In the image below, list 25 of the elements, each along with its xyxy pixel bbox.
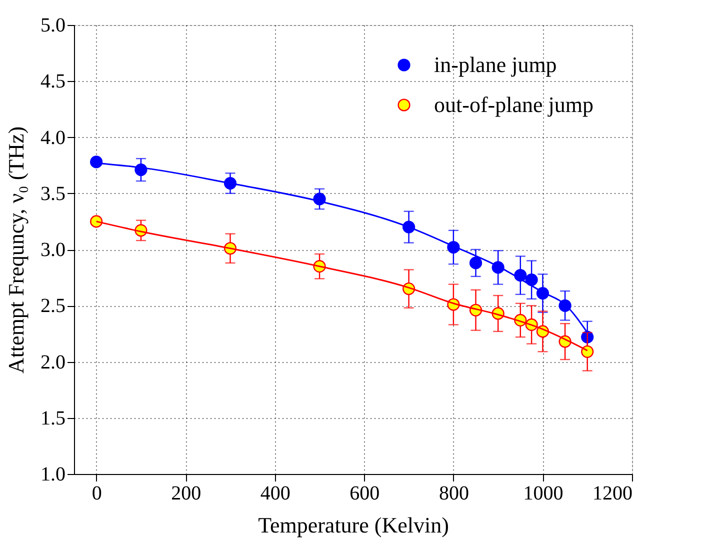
point <box>581 345 594 358</box>
y-tick-label: 1.5 <box>40 407 66 430</box>
x-axis-title: Temperature (Kelvin) <box>258 512 449 538</box>
point <box>469 256 482 270</box>
x-tick-label: 800 <box>438 482 469 504</box>
y-tick-label: 3.5 <box>40 182 66 205</box>
y-tick-label: 4.0 <box>40 126 66 149</box>
y-tick-label: 3.0 <box>40 239 66 261</box>
point <box>90 215 103 228</box>
x-tick-label: 1000 <box>523 482 564 504</box>
y-axis-title: Attempt Frequncy, ν₀ (THz) <box>4 126 28 374</box>
y-tick-label: 2.0 <box>40 351 66 374</box>
x-tick-label: 600 <box>350 482 380 504</box>
y-tick-label: 4.5 <box>40 70 66 93</box>
point <box>525 274 538 286</box>
x-tick-label: 0 <box>92 482 102 504</box>
x-tick-label: 1200 <box>592 482 632 504</box>
y-tick-label: 1.0 <box>40 464 66 486</box>
legend-label: in-plane jump <box>434 52 557 77</box>
point <box>90 156 103 168</box>
x-tick-label: 200 <box>171 482 202 504</box>
y-tick-label: 2.5 <box>40 295 66 318</box>
y-tick-label: 5.0 <box>40 14 66 36</box>
legend-label: out-of-plane jump <box>434 92 594 117</box>
x-tick-label: 400 <box>260 482 290 504</box>
